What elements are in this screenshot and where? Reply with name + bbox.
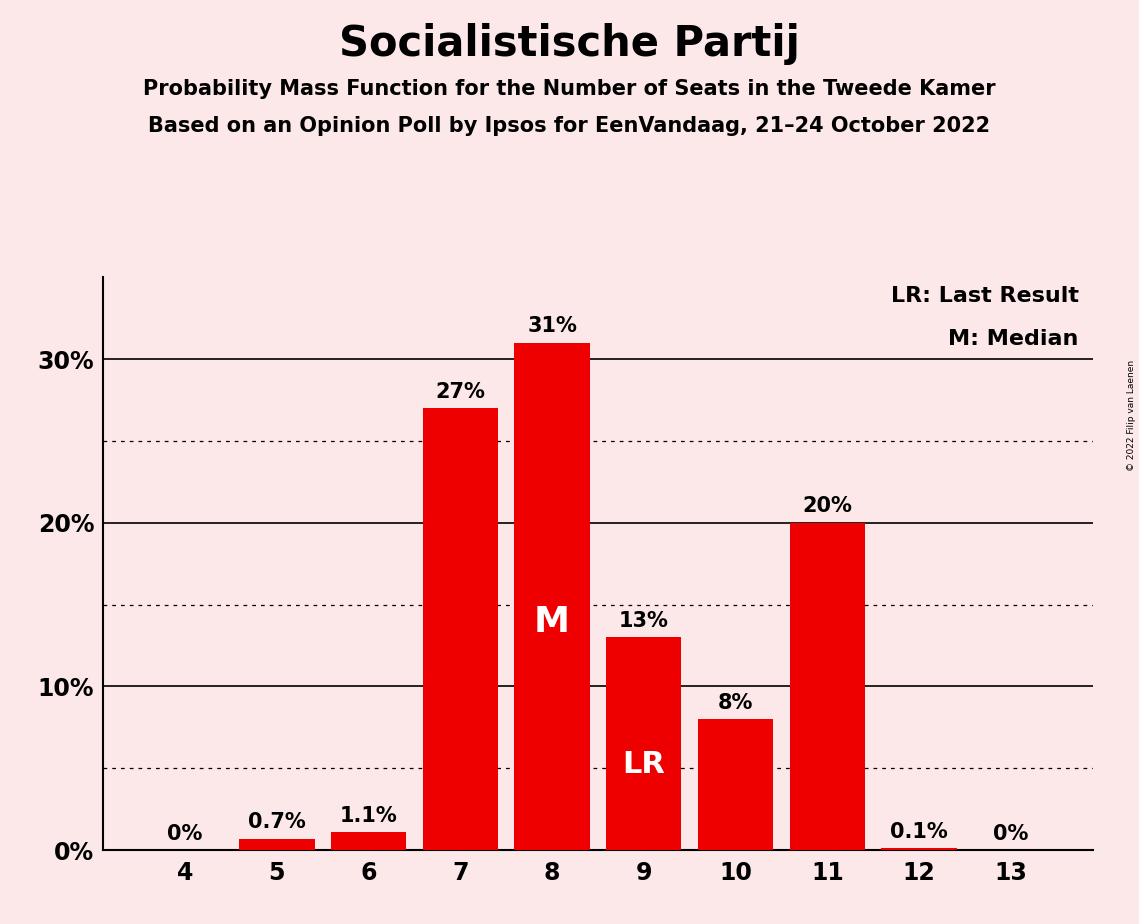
Text: 8%: 8% xyxy=(718,693,753,712)
Text: © 2022 Filip van Laenen: © 2022 Filip van Laenen xyxy=(1126,360,1136,471)
Bar xyxy=(515,343,590,850)
Bar xyxy=(239,839,314,850)
Bar xyxy=(331,833,407,850)
Text: LR: Last Result: LR: Last Result xyxy=(891,286,1079,306)
Text: M: Median: M: Median xyxy=(948,329,1079,348)
Bar xyxy=(423,408,498,850)
Text: Socialistische Partij: Socialistische Partij xyxy=(339,23,800,65)
Text: 0%: 0% xyxy=(167,823,203,844)
Text: Based on an Opinion Poll by Ipsos for EenVandaag, 21–24 October 2022: Based on an Opinion Poll by Ipsos for Ee… xyxy=(148,116,991,136)
Text: 0%: 0% xyxy=(993,823,1029,844)
Text: 13%: 13% xyxy=(618,611,669,631)
Text: 0.7%: 0.7% xyxy=(248,812,305,833)
Text: M: M xyxy=(534,604,571,638)
Text: 0.1%: 0.1% xyxy=(891,821,948,842)
Bar xyxy=(789,523,865,850)
Text: 1.1%: 1.1% xyxy=(339,806,398,825)
Text: 31%: 31% xyxy=(527,316,577,336)
Bar xyxy=(882,848,957,850)
Text: 27%: 27% xyxy=(435,382,485,402)
Bar xyxy=(606,638,681,850)
Bar xyxy=(698,719,773,850)
Text: Probability Mass Function for the Number of Seats in the Tweede Kamer: Probability Mass Function for the Number… xyxy=(144,79,995,99)
Text: LR: LR xyxy=(622,750,665,780)
Text: 20%: 20% xyxy=(802,496,852,517)
